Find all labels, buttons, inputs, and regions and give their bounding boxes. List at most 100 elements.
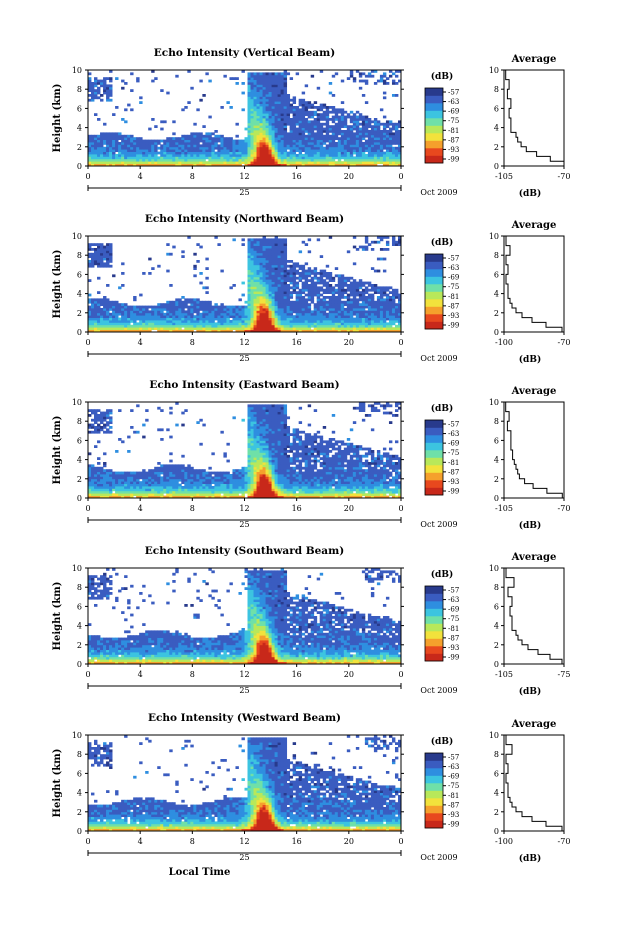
heatmap-cell [112, 320, 115, 323]
average-title: Average [511, 54, 557, 65]
heatmap-cell [145, 325, 148, 328]
heatmap-cell [371, 286, 374, 289]
heatmap-cell [371, 298, 374, 301]
heatmap-cell [260, 142, 263, 145]
heatmap-cell [329, 149, 332, 152]
heatmap-cell [257, 286, 260, 289]
heatmap-cell [112, 476, 115, 479]
heatmap-cell [130, 308, 133, 311]
heatmap-cell [326, 116, 329, 119]
heatmap-cell [211, 140, 214, 143]
heatmap-cell [284, 147, 287, 150]
heatmap-cell [266, 75, 269, 78]
heatmap-cell [272, 130, 275, 133]
heatmap-cell [248, 125, 251, 128]
heatmap-cell [395, 291, 398, 294]
heatmap-cell [178, 156, 181, 159]
heatmap-cell [266, 149, 269, 152]
heatmap-cell [100, 428, 103, 431]
heatmap-cell [106, 265, 109, 268]
heatmap-cell [329, 310, 332, 313]
heatmap-cell [248, 246, 251, 249]
heatmap-cell [193, 322, 196, 325]
heatmap-cell [320, 123, 323, 126]
heatmap-cell [94, 298, 97, 301]
heatmap-cell [275, 140, 278, 143]
heatmap-cell [272, 243, 275, 246]
heatmap-cell [251, 142, 254, 145]
heatmap-cell [347, 135, 350, 138]
heatmap-cell [127, 327, 130, 330]
heatmap-cell [314, 125, 317, 128]
heatmap-cell [260, 80, 263, 83]
heatmap-cell [302, 140, 305, 143]
heatmap-cell [335, 137, 338, 140]
heatmap-cell [232, 306, 235, 309]
heatmap-cell [260, 243, 263, 246]
heatmap-cell [257, 77, 260, 80]
heatmap-cell [142, 310, 145, 313]
heatmap-cell [344, 137, 347, 140]
heatmap-cell [263, 106, 266, 109]
heatmap-cell [350, 147, 353, 150]
heatmap-cell [296, 296, 299, 299]
heatmap-cell [208, 144, 211, 147]
heatmap-cell [142, 149, 145, 152]
heatmap-cell [124, 144, 127, 147]
heatmap-cell [148, 152, 151, 155]
heatmap-cell [290, 144, 293, 147]
heatmap-cell [371, 149, 374, 152]
colorbar-swatch [425, 133, 443, 141]
heatmap-cell [263, 303, 266, 306]
heatmap-cell [278, 161, 281, 164]
heatmap-cell [275, 241, 278, 244]
heatmap-cell [248, 72, 251, 75]
heatmap-cell [220, 147, 223, 150]
heatmap-cell [347, 284, 350, 287]
heatmap-cell [175, 486, 178, 489]
heatmap-cell [296, 118, 299, 121]
heatmap-cell [251, 99, 254, 102]
heatmap-cell [305, 123, 308, 126]
heatmap-cell [196, 152, 199, 155]
heatmap-cell [365, 123, 368, 126]
heatmap-cell [142, 493, 145, 496]
heatmap-cell [374, 152, 377, 155]
heatmap-cell [359, 149, 362, 152]
heatmap-cell [317, 159, 320, 162]
heatmap-cell [317, 161, 320, 164]
heatmap-cells [88, 402, 401, 498]
heatmap-cell [154, 156, 157, 159]
heatmap-cell [278, 296, 281, 299]
heatmap-cell [106, 412, 109, 415]
heatmap-cell [251, 279, 254, 282]
heatmap-cell [121, 320, 124, 323]
heatmap-cell [181, 161, 184, 164]
heatmap-cell [368, 147, 371, 150]
heatmap-cell [91, 488, 94, 491]
heatmap-cell [97, 298, 100, 301]
heatmap-cell [323, 301, 326, 304]
heatmap-cell [157, 140, 160, 143]
heatmap-cell [368, 294, 371, 297]
heatmap-cell [284, 87, 287, 90]
heatmap-cell [389, 318, 392, 321]
heatmap-cell [341, 125, 344, 128]
heatmap-cell [380, 147, 383, 150]
heatmap-cell [172, 132, 175, 135]
heatmap-cell [290, 128, 293, 131]
heatmap-cell [296, 132, 299, 135]
heatmap-cell [332, 298, 335, 301]
heatmap-cell [326, 144, 329, 147]
heatmap-cell [341, 101, 344, 104]
heatmap-cell [371, 284, 374, 287]
heatmap-cell [133, 298, 136, 301]
average-unit: (dB) [519, 354, 541, 365]
heatmap-cell [106, 137, 109, 140]
heatmap-cell [311, 289, 314, 292]
heatmap-cell [266, 159, 269, 162]
heatmap-cell [374, 318, 377, 321]
heatmap-cell [223, 147, 226, 150]
heatmap-cell [97, 491, 100, 494]
heatmap-cell [281, 118, 284, 121]
